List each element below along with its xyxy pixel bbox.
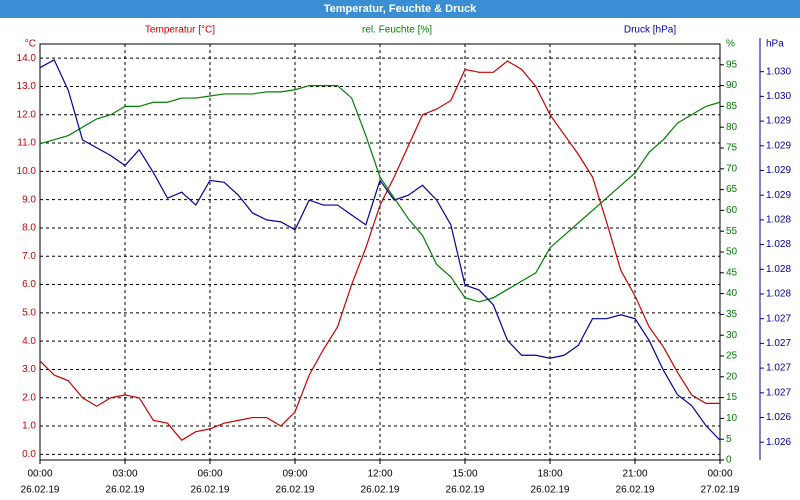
y3-tick-label: 1.029 [766, 116, 791, 127]
x-tick-date: 26.02.19 [616, 485, 655, 496]
x-tick-date: 26.02.19 [21, 485, 60, 496]
y3-tick-label: 1.026 [766, 437, 791, 448]
x-tick-label: 03:00 [112, 469, 137, 480]
y-tick-label: 5.0 [22, 307, 36, 318]
x-tick-label: 15:00 [452, 469, 477, 480]
y2-tick-label: 20 [726, 371, 738, 382]
x-tick-label: 00:00 [27, 469, 52, 480]
y-tick-label: 14.0 [17, 53, 37, 64]
y-tick-label: 9.0 [22, 194, 36, 205]
y2-tick-label: 10 [726, 413, 738, 424]
series-line [39, 60, 720, 441]
y2-tick-label: 90 [726, 80, 738, 91]
y3-tick-label: 1.026 [766, 412, 791, 423]
y-tick-label: 6.0 [22, 279, 36, 290]
x-tick-label: 00:00 [707, 469, 732, 480]
y-tick-label: 1.0 [22, 421, 36, 432]
y2-tick-label: 55 [726, 226, 738, 237]
y3-tick-label: 1.027 [766, 338, 791, 349]
y2-tick-label: 75 [726, 143, 738, 154]
x-tick-label: 12:00 [367, 469, 392, 480]
y2-tick-label: 15 [726, 392, 738, 403]
x-tick-date: 26.02.19 [446, 485, 485, 496]
y3-tick-label: 1.027 [766, 313, 791, 324]
y2-tick-label: 30 [726, 330, 738, 341]
y2-tick-label: 60 [726, 205, 738, 216]
y-tick-label: 3.0 [22, 364, 36, 375]
y-tick-label: 7.0 [22, 251, 36, 262]
y2-tick-label: 65 [726, 184, 738, 195]
y2-tick-label: 40 [726, 288, 738, 299]
y3-tick-label: 1.030 [766, 66, 791, 77]
x-tick-label: 06:00 [197, 469, 222, 480]
y-unit: °C [25, 39, 36, 50]
y3-tick-label: 1.028 [766, 289, 791, 300]
y2-tick-label: 35 [726, 309, 738, 320]
y-tick-label: 4.0 [22, 336, 36, 347]
y3-tick-label: 1.029 [766, 190, 791, 201]
plot-area [39, 43, 721, 461]
x-tick-date: 26.02.19 [191, 485, 230, 496]
y2-tick-label: 50 [726, 247, 738, 258]
y-tick-label: 8.0 [22, 223, 36, 234]
legend-label: rel. Feuchte [%] [362, 25, 432, 36]
y2-tick-label: 95 [726, 59, 738, 70]
x-tick-date: 26.02.19 [531, 485, 570, 496]
title-bar [0, 0, 800, 18]
x-tick-date: 26.02.19 [361, 485, 400, 496]
series-line [39, 85, 721, 303]
y3-tick-label: 1.029 [766, 140, 791, 151]
y-tick-label: 12.0 [17, 109, 37, 120]
y-tick-label: 2.0 [22, 392, 36, 403]
y3-tick-label: 1.027 [766, 387, 791, 398]
y2-tick-label: 25 [726, 351, 738, 362]
y3-unit: hPa [766, 39, 784, 50]
x-tick-date: 27.02.19 [701, 485, 740, 496]
y2-tick-label: 70 [726, 163, 738, 174]
y-tick-label: 10.0 [17, 166, 37, 177]
y3-tick-label: 1.028 [766, 264, 791, 275]
series-line [39, 58, 721, 441]
y2-tick-label: 45 [726, 267, 738, 278]
x-tick-date: 26.02.19 [276, 485, 315, 496]
y-tick-label: 11.0 [17, 138, 36, 149]
y3-tick-label: 1.030 [766, 91, 791, 102]
y3-tick-label: 1.029 [766, 165, 791, 176]
legend-label: Temperatur [°C] [145, 25, 215, 36]
y3-tick-label: 1.027 [766, 363, 791, 374]
y-tick-label: 13.0 [17, 81, 37, 92]
y-tick-label: 0.0 [22, 449, 36, 460]
y2-unit: % [726, 39, 735, 50]
y2-tick-label: 80 [726, 122, 738, 133]
y2-tick-label: 85 [726, 101, 738, 112]
x-tick-label: 21:00 [622, 469, 647, 480]
x-tick-label: 09:00 [282, 469, 307, 480]
y2-tick-label: 5 [726, 434, 732, 445]
x-tick-date: 26.02.19 [106, 485, 145, 496]
chart-title: Temperatur, Feuchte & Druck [324, 3, 477, 15]
y3-tick-label: 1.028 [766, 239, 791, 250]
y2-tick-label: 0 [726, 455, 732, 466]
y3-tick-label: 1.028 [766, 215, 791, 226]
x-tick-label: 18:00 [537, 469, 562, 480]
legend-label: Druck [hPa] [624, 25, 676, 36]
